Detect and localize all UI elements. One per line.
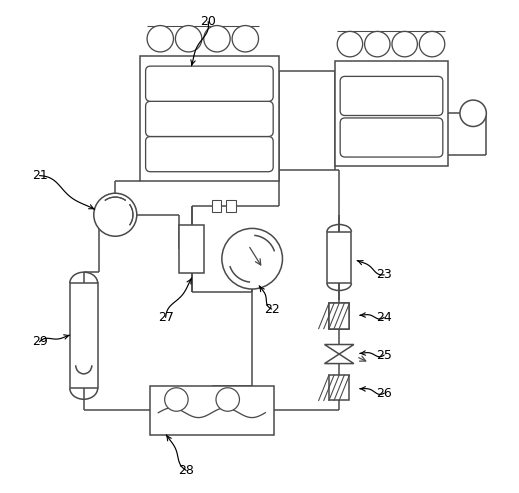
- Text: 20: 20: [200, 15, 216, 28]
- Circle shape: [232, 26, 258, 52]
- Bar: [329, 303, 349, 329]
- FancyBboxPatch shape: [146, 102, 273, 137]
- Text: 28: 28: [178, 464, 194, 477]
- Bar: [140, 56, 279, 180]
- Text: 25: 25: [376, 349, 392, 361]
- Circle shape: [365, 32, 390, 57]
- Bar: [327, 232, 351, 283]
- Circle shape: [204, 26, 230, 52]
- Bar: [335, 61, 448, 166]
- Text: 26: 26: [376, 387, 392, 400]
- Bar: [226, 200, 236, 212]
- Text: 22: 22: [264, 303, 280, 316]
- Circle shape: [222, 228, 282, 289]
- Text: 24: 24: [376, 311, 392, 324]
- Bar: [149, 386, 274, 435]
- Text: 23: 23: [376, 268, 392, 282]
- Circle shape: [460, 100, 486, 127]
- Text: 27: 27: [158, 311, 173, 324]
- Circle shape: [165, 388, 188, 411]
- Polygon shape: [324, 354, 354, 363]
- Polygon shape: [324, 345, 354, 354]
- Circle shape: [94, 193, 137, 236]
- Bar: [70, 283, 98, 388]
- FancyBboxPatch shape: [146, 66, 273, 102]
- Bar: [179, 224, 204, 274]
- Bar: [212, 200, 222, 212]
- FancyBboxPatch shape: [340, 118, 443, 157]
- Circle shape: [175, 26, 202, 52]
- Circle shape: [147, 26, 173, 52]
- Bar: [329, 303, 349, 329]
- Circle shape: [337, 32, 363, 57]
- Text: 29: 29: [32, 335, 47, 349]
- Bar: [329, 375, 349, 400]
- FancyBboxPatch shape: [340, 76, 443, 115]
- Circle shape: [216, 388, 239, 411]
- FancyBboxPatch shape: [146, 137, 273, 172]
- Text: 21: 21: [32, 169, 47, 182]
- Circle shape: [392, 32, 417, 57]
- Circle shape: [419, 32, 445, 57]
